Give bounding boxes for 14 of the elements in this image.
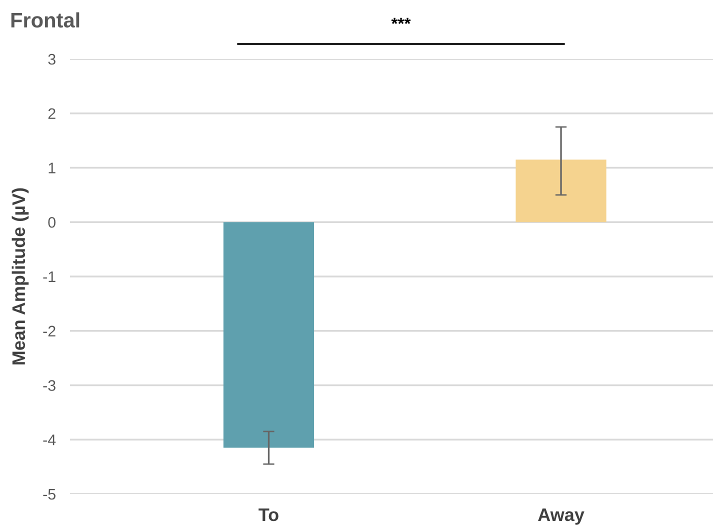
y-tick-label: -2 <box>43 326 56 336</box>
y-tick-label: 3 <box>48 54 56 65</box>
y-tick-label: 1 <box>48 162 56 174</box>
y-tick-label: 0 <box>48 216 56 228</box>
chart-title: Frontal <box>11 12 80 28</box>
text: *** <box>391 18 411 24</box>
y-axis-title: Mean Amplitude (µV) <box>12 188 29 364</box>
y-tick-label: -5 <box>43 489 56 500</box>
y-tick-label: -1 <box>43 272 56 282</box>
y-tick-label: -3 <box>43 380 56 391</box>
y-tick-label: 2 <box>48 108 56 119</box>
x-tick-label: To <box>258 508 278 522</box>
x-tick-label: Away <box>538 508 584 525</box>
y-tick-label: -4 <box>43 434 56 446</box>
